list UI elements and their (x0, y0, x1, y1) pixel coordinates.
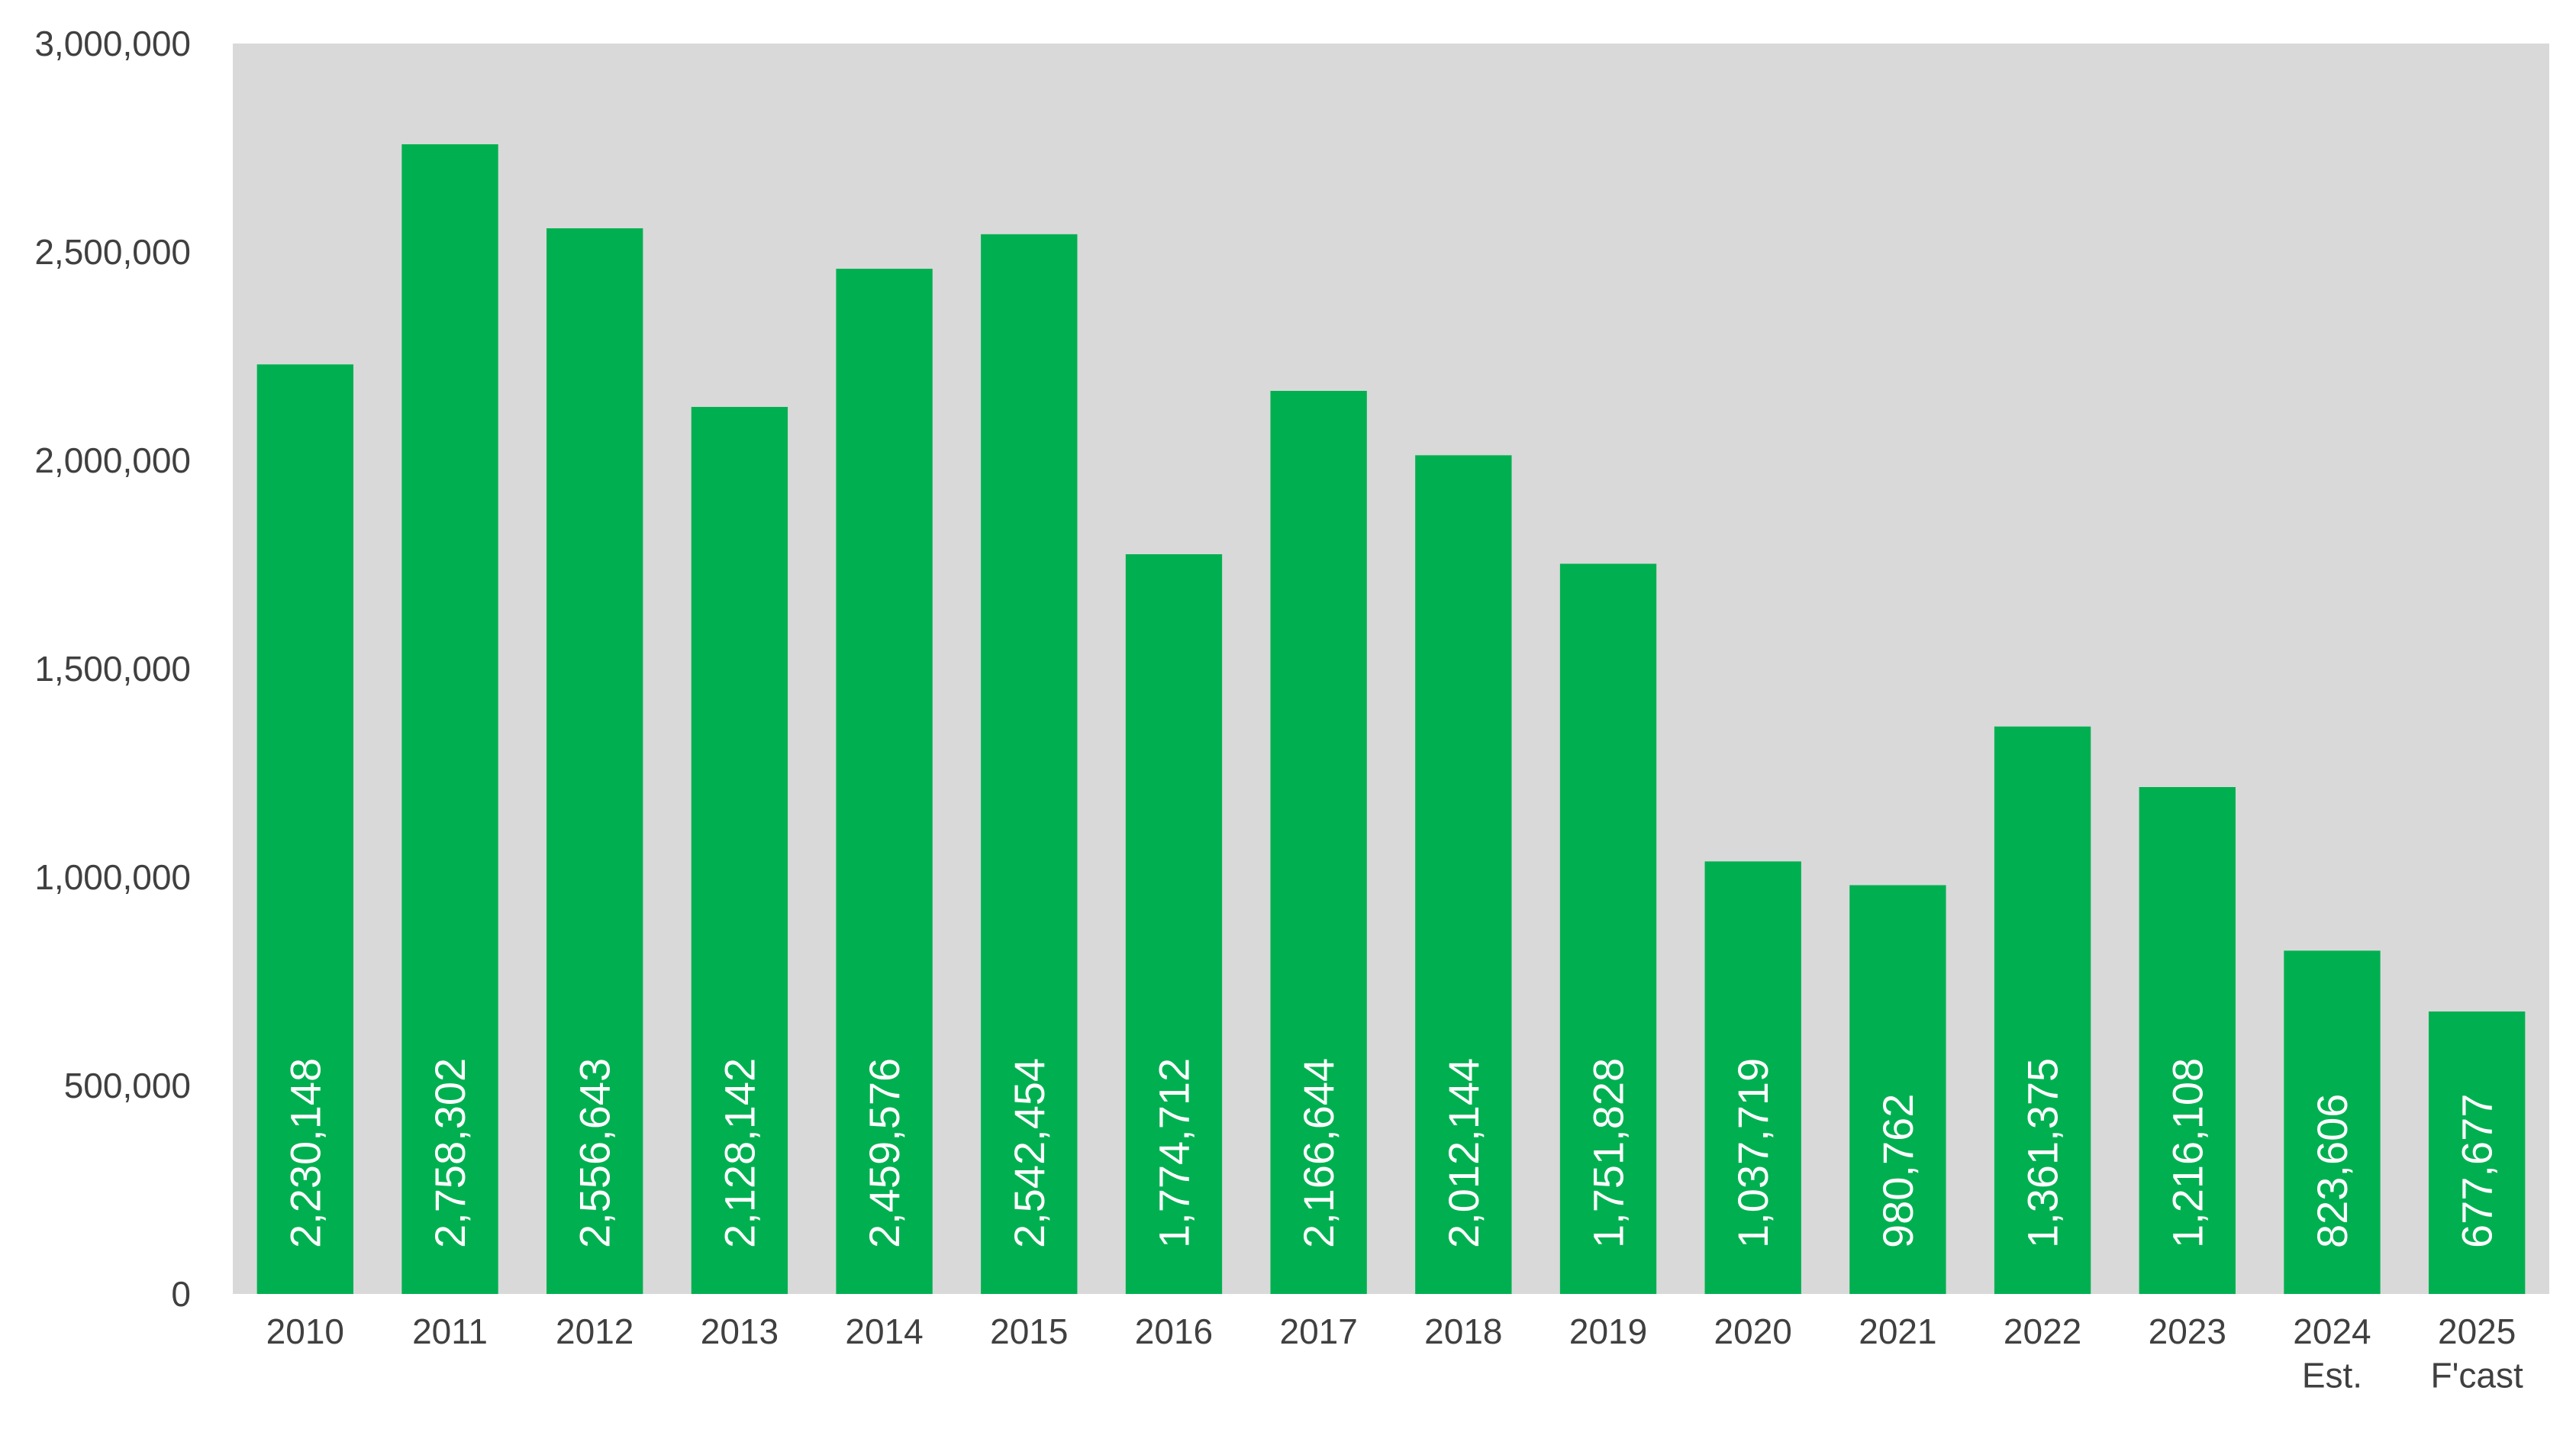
bar (1704, 861, 1801, 1294)
bar-data-label: 677,677 (2453, 1094, 2501, 1248)
x-tick-label: 2020 (1714, 1312, 1792, 1351)
bar (546, 228, 643, 1294)
bar-data-label: 980,762 (1874, 1094, 1922, 1248)
data-labels: 2,230,148 2,758,302 2,556,643 2,128,142 2,45… (281, 1058, 2500, 1248)
x-tick-label: 2010 (266, 1312, 344, 1351)
x-tick-label: 2012 (556, 1312, 634, 1351)
x-tick-label: 2015 (990, 1312, 1068, 1351)
bar-data-label: 1,361,375 (2019, 1058, 2067, 1248)
bar-data-label: 2,128,142 (715, 1058, 763, 1248)
bar (2284, 950, 2381, 1294)
bar-data-label: 1,037,719 (1729, 1058, 1777, 1248)
bar (1559, 563, 1657, 1294)
bar (1270, 391, 1367, 1294)
bar-data-label: 2,758,302 (426, 1058, 474, 1248)
y-tick-label: 500,000 (64, 1066, 191, 1105)
y-tick-label: 1,000,000 (34, 857, 191, 897)
bar-data-label: 1,774,712 (1149, 1058, 1198, 1248)
bar-data-label: 2,542,454 (1005, 1058, 1053, 1248)
bar (981, 234, 1078, 1295)
bar (691, 407, 788, 1295)
bar-data-label: 2,556,643 (571, 1058, 619, 1248)
bar-data-label: 2,459,576 (860, 1058, 908, 1248)
y-tick-label: 0 (171, 1274, 191, 1314)
x-tick-label: 2016 (1135, 1312, 1213, 1351)
x-tick-label: 2025 F'cast (2431, 1312, 2523, 1395)
x-tick-label: 2013 (701, 1312, 779, 1351)
bar (401, 144, 498, 1295)
bar (836, 269, 933, 1294)
y-tick-label: 3,000,000 (34, 24, 191, 63)
bar-data-label: 823,606 (2308, 1094, 2356, 1248)
bar (2428, 1011, 2526, 1294)
x-tick-label: 2017 (1279, 1312, 1357, 1351)
x-tick-label: 2019 (1569, 1312, 1647, 1351)
bar (1125, 554, 1223, 1294)
x-tick-label: 2014 (845, 1312, 923, 1351)
x-tick-label: 2018 (1424, 1312, 1502, 1351)
bar-data-label: 2,230,148 (281, 1058, 329, 1248)
bar (2139, 787, 2236, 1294)
y-axis: 0 500,000 1,000,000 1,500,000 2,000,000 2,500… (34, 24, 191, 1314)
x-tick-label: 2021 (1859, 1312, 1936, 1351)
bar-data-label: 2,012,144 (1440, 1058, 1488, 1248)
bar-data-label: 1,751,828 (1585, 1058, 1633, 1248)
x-tick-label: 2023 (2149, 1312, 2226, 1351)
bar-data-label: 2,166,644 (1294, 1058, 1343, 1248)
bar (1994, 726, 2091, 1294)
x-tick-label: 2011 (412, 1312, 488, 1351)
y-tick-label: 2,500,000 (34, 232, 191, 272)
y-tick-label: 2,000,000 (34, 440, 191, 480)
bars (256, 144, 2526, 1295)
bar (256, 364, 354, 1294)
x-axis: 2010 2011 2012 2013 2014 2015 2016 2017 2018 2019… (266, 1312, 2523, 1395)
y-tick-label: 1,500,000 (34, 649, 191, 689)
bar (1849, 885, 1946, 1294)
x-tick-label: 2022 (2004, 1312, 2081, 1351)
x-tick-label: 2024 Est. (2293, 1312, 2371, 1395)
bar-data-label: 1,216,108 (2163, 1058, 2211, 1248)
bar (1415, 455, 1512, 1294)
